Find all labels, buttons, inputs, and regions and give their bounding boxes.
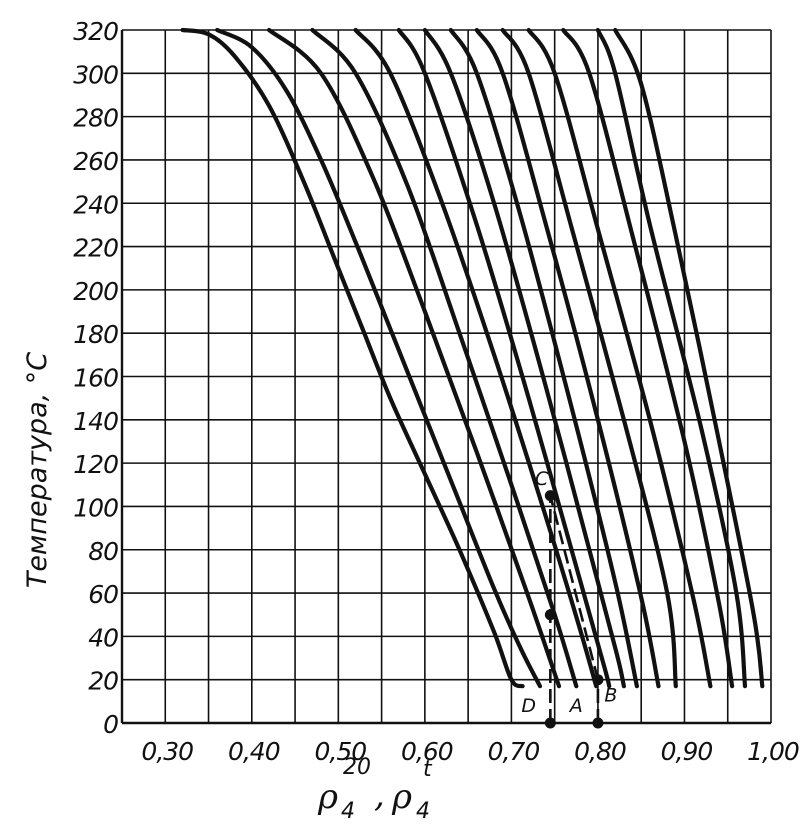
curve-11: [526, 27, 713, 689]
y-tick-label: 220: [73, 234, 118, 263]
y-tick-label: 180: [73, 320, 118, 349]
curve-7: [422, 27, 626, 689]
y-axis-title: Температура, °С: [22, 352, 53, 588]
x-tick-label: 0,40: [228, 737, 280, 766]
marker-point-5: [544, 609, 556, 621]
point-label-C: C: [535, 468, 549, 490]
y-tick-label: 100: [73, 493, 118, 522]
marker-point-2: [592, 717, 604, 729]
curve-13: [595, 27, 748, 689]
x-tick-label: 1,00: [747, 737, 799, 766]
y-tick-label: 160: [73, 364, 118, 393]
curve-9: [474, 27, 661, 689]
y-tick-label: 260: [73, 147, 118, 176]
x-axis-sub-1: 4: [341, 799, 355, 824]
y-tick-label: 200: [73, 277, 118, 306]
y-tick-label: 20: [88, 667, 118, 696]
curve-14: [613, 27, 765, 689]
marker-point-3: [592, 674, 604, 686]
y-tick-label: 40: [88, 623, 118, 652]
curve-6: [396, 27, 612, 689]
x-tick-label: 0,60: [401, 737, 453, 766]
x-axis-symbol-1: ρ: [317, 777, 338, 817]
x-tick-label: 0,90: [661, 737, 713, 766]
y-tick-label: 140: [73, 407, 118, 436]
guide-line-3: [549, 495, 600, 681]
y-tick-label: 0: [103, 710, 118, 739]
y-tick-label: 320: [73, 17, 118, 46]
point-label-B: B: [604, 684, 617, 706]
x-axis-separator: ,: [374, 775, 385, 815]
point-label-A: A: [568, 695, 583, 717]
curve-2: [215, 27, 543, 689]
curve-8: [448, 27, 639, 689]
x-tick-label: 0,50: [314, 737, 366, 766]
curve-1: [180, 27, 525, 689]
curve-3: [267, 27, 562, 689]
tick-labels: 0 20 40 60 80 100 120 140 160 180 200 220 240 260 280 3…: [73, 17, 800, 766]
marker-points: [544, 490, 604, 729]
y-tick-label: 240: [73, 190, 118, 219]
x-tick-label: 0,30: [141, 737, 193, 766]
x-tick-label: 0,80: [574, 737, 626, 766]
x-axis-title: ρ 20 4 , ρ t 4: [317, 755, 433, 824]
curve-4: [310, 27, 579, 689]
curve-12: [561, 27, 735, 689]
marker-point-1: [544, 717, 556, 729]
curve-5: [353, 27, 599, 689]
y-tick-label: 60: [88, 580, 118, 609]
y-tick-label: 120: [73, 450, 118, 479]
y-tick-label: 280: [73, 104, 118, 133]
curve-family: [180, 27, 765, 689]
x-axis-sup-2: t: [423, 757, 433, 782]
x-axis-sub-2: 4: [416, 799, 430, 824]
point-label-D: D: [521, 695, 536, 717]
x-axis-symbol-2: ρ: [391, 777, 412, 817]
marker-point-4: [544, 490, 556, 502]
y-tick-label: 300: [73, 60, 118, 89]
point-labels: D A B C: [521, 468, 617, 717]
curve-10: [500, 27, 678, 689]
y-tick-label: 80: [88, 537, 118, 566]
x-axis-sup-1: 20: [343, 755, 371, 780]
x-tick-label: 0,70: [488, 737, 540, 766]
